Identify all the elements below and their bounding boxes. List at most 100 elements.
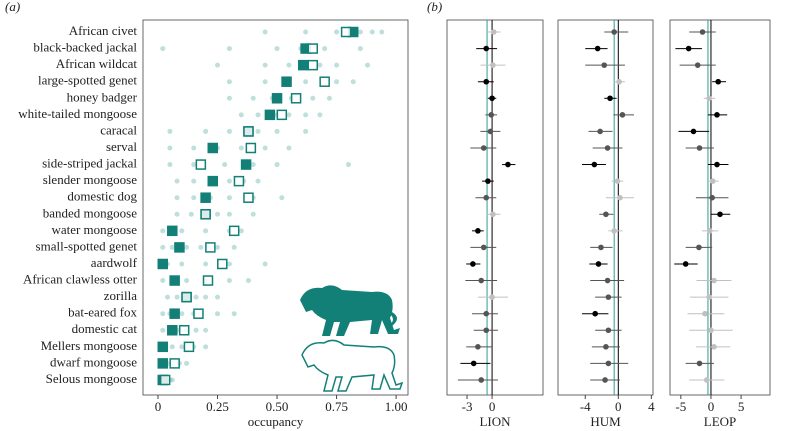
lion-icon-filled [300,285,400,336]
open-square [243,192,254,203]
draw-dot [174,195,180,201]
draw-dot [255,178,261,184]
x-axis-label: occupancy [248,414,304,429]
draw-dot [326,95,332,101]
estimate-point [696,244,702,251]
category-label: aardwolf [91,255,138,270]
draw-dot [226,128,232,134]
open-square [340,26,352,38]
open-square [319,76,330,87]
draw-dot [274,46,280,52]
draw-dot [226,95,232,101]
draw-dot [262,62,268,68]
open-square [202,275,214,286]
x-tick-label: 0.25 [206,399,229,414]
open-square [245,142,257,154]
estimate-point [711,277,717,284]
draw-dot [317,62,323,68]
draw-dot [215,211,221,217]
category-label: large-spotted genet [38,73,137,88]
filled-square [264,109,276,121]
draw-dot [179,344,185,350]
draw-dot [203,327,209,333]
draw-dot [165,294,171,300]
draw-dot [167,162,173,168]
estimate-point [488,112,495,118]
estimate-point [485,178,491,184]
open-square [181,291,192,303]
draw-dot [317,112,323,118]
draw-dot [193,327,199,333]
draw-dot [160,244,166,250]
estimate-point [490,29,497,35]
draw-dot [357,29,363,35]
category-label: small-spotted genet [36,238,138,253]
estimate-point [694,62,701,68]
draw-dot [350,79,356,85]
estimate-point [505,161,511,168]
open-square [307,43,319,54]
draw-dot [215,311,221,317]
draw-dot [250,211,256,217]
estimate-point [483,45,490,52]
x-tick-label: -3 [462,399,473,414]
draw-dot [334,62,340,68]
lion-icon-outline [301,339,404,392]
draw-dot [262,79,268,85]
draw-dot [262,261,268,267]
estimate-point [480,145,487,151]
draw-dot [250,162,256,168]
filled-square [174,242,185,253]
category-label: African clawless otter [23,272,138,287]
plot-frame [557,19,654,396]
x-axis-label: LION [479,414,511,429]
open-square [178,325,190,336]
estimate-point [708,327,714,334]
estimate-point [489,95,495,102]
draw-dot [203,344,209,350]
filled-square [207,175,219,187]
filled-square [240,159,252,170]
draw-dot [191,162,197,168]
draw-dot [160,327,166,333]
estimate-point [702,310,708,317]
draw-dot [191,145,197,151]
draw-dot [174,294,180,300]
draw-dot [184,360,190,366]
filled-square [281,76,292,87]
draw-dot [303,79,309,85]
estimate-point [706,228,713,234]
estimate-point [475,228,481,234]
draw-dot [167,145,173,151]
open-square [159,374,171,386]
open-square [217,258,228,270]
category-label: serval [106,139,137,154]
draw-dot [231,244,237,250]
category-label: caracal [100,122,137,137]
category-label: Mellers mongoose [41,338,138,353]
estimate-point [470,261,476,267]
estimate-point [714,161,720,168]
open-square [169,358,180,369]
filled-square [207,142,219,154]
estimate-point [483,194,490,201]
draw-dot [279,195,285,201]
estimate-point [611,228,617,234]
open-square [228,225,240,237]
filled-square [297,59,309,71]
category-label: zorilla [104,288,137,303]
draw-dot [179,311,185,317]
draw-dot [238,112,244,118]
draw-dot [169,377,175,383]
open-square [200,209,211,220]
draw-dot [303,29,309,35]
draw-dot [303,112,309,118]
estimate-point [616,78,622,85]
draw-dot [262,145,268,151]
estimate-point [685,45,692,52]
category-label: domestic dog [67,189,137,204]
draw-dot [160,228,166,234]
draw-dot [215,294,221,300]
open-square [183,341,195,353]
draw-dot [203,228,209,234]
